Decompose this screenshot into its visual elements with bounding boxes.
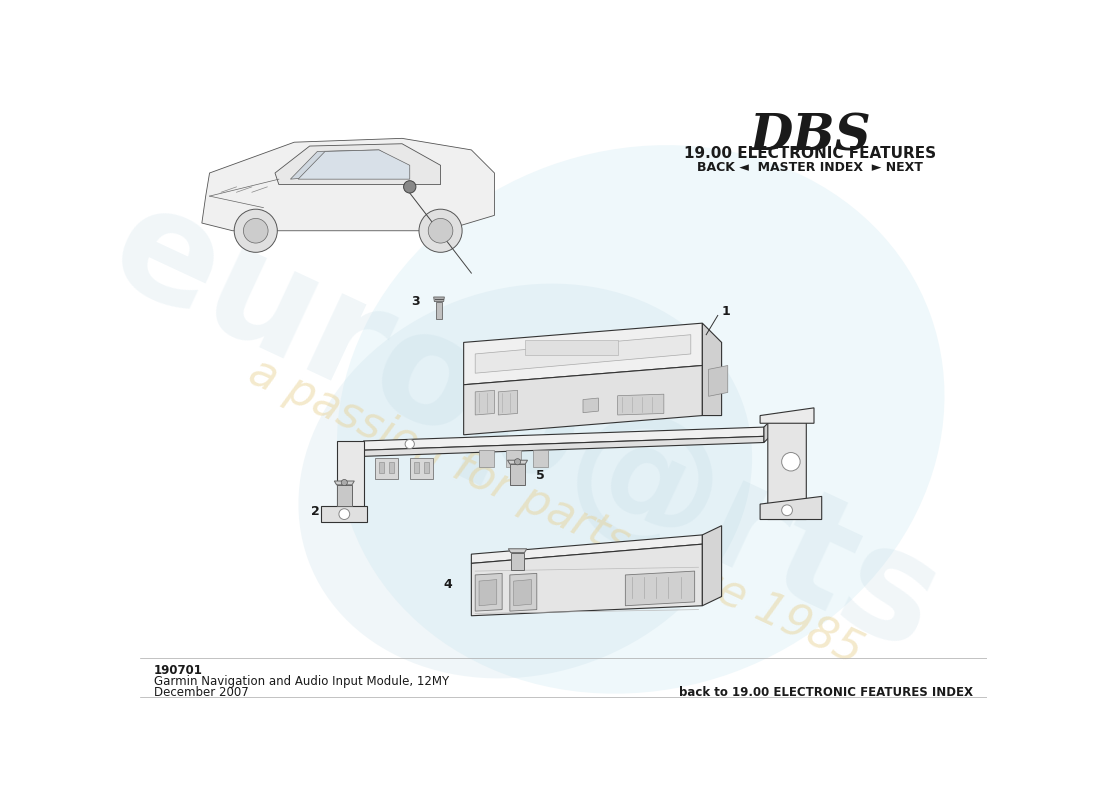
Polygon shape — [618, 394, 664, 415]
Polygon shape — [337, 441, 363, 518]
Text: BACK ◄  MASTER INDEX  ► NEXT: BACK ◄ MASTER INDEX ► NEXT — [697, 162, 923, 174]
Text: December 2007: December 2007 — [154, 686, 249, 699]
Circle shape — [243, 218, 268, 243]
Polygon shape — [472, 544, 703, 616]
Circle shape — [782, 453, 800, 471]
Text: europ@rts: europ@rts — [88, 170, 962, 683]
Text: 1: 1 — [722, 305, 729, 318]
Circle shape — [515, 458, 520, 465]
Polygon shape — [363, 436, 763, 456]
Polygon shape — [708, 366, 728, 396]
Text: DBS: DBS — [749, 113, 871, 162]
Polygon shape — [378, 462, 384, 474]
Polygon shape — [321, 506, 367, 522]
Polygon shape — [703, 323, 722, 415]
Bar — [526, 340, 618, 355]
Polygon shape — [436, 302, 442, 319]
Text: 5: 5 — [537, 469, 544, 482]
Circle shape — [405, 439, 415, 449]
Polygon shape — [768, 412, 806, 519]
Polygon shape — [763, 414, 778, 442]
Polygon shape — [375, 458, 398, 479]
Polygon shape — [334, 481, 354, 485]
Polygon shape — [424, 462, 429, 474]
Polygon shape — [389, 462, 395, 474]
Polygon shape — [480, 450, 495, 467]
Polygon shape — [583, 398, 598, 413]
Polygon shape — [507, 460, 528, 464]
Circle shape — [234, 209, 277, 252]
Text: a passion for parts since 1985: a passion for parts since 1985 — [242, 350, 870, 674]
Polygon shape — [508, 549, 527, 553]
Circle shape — [341, 479, 348, 486]
Polygon shape — [480, 579, 497, 606]
Circle shape — [404, 181, 416, 193]
Polygon shape — [475, 390, 495, 415]
Polygon shape — [510, 464, 526, 485]
Text: 190701: 190701 — [154, 664, 204, 678]
Polygon shape — [534, 450, 548, 467]
Text: GARMIN: GARMIN — [563, 346, 615, 357]
Polygon shape — [506, 450, 521, 467]
Polygon shape — [510, 574, 537, 611]
Circle shape — [428, 218, 453, 243]
Text: 19.00 ELECTRONIC FEATURES: 19.00 ELECTRONIC FEATURES — [684, 146, 936, 161]
Text: 2: 2 — [310, 506, 319, 518]
Text: Garmin Navigation and Audio Input Module, 12MY: Garmin Navigation and Audio Input Module… — [154, 675, 449, 688]
Polygon shape — [760, 496, 822, 519]
Polygon shape — [464, 366, 703, 435]
Polygon shape — [275, 144, 440, 185]
Circle shape — [782, 505, 792, 516]
Polygon shape — [202, 138, 495, 230]
Polygon shape — [464, 323, 703, 385]
Polygon shape — [703, 526, 722, 606]
Polygon shape — [472, 535, 703, 563]
Polygon shape — [414, 462, 419, 474]
Polygon shape — [298, 150, 409, 179]
Polygon shape — [760, 408, 814, 423]
Ellipse shape — [337, 145, 945, 694]
Text: 3: 3 — [411, 295, 420, 308]
Polygon shape — [475, 574, 502, 611]
Polygon shape — [337, 485, 352, 506]
Polygon shape — [290, 150, 409, 179]
Ellipse shape — [298, 284, 752, 678]
Polygon shape — [625, 571, 695, 606]
Polygon shape — [409, 458, 433, 479]
Polygon shape — [514, 579, 531, 606]
Circle shape — [419, 209, 462, 252]
Polygon shape — [498, 390, 517, 415]
Polygon shape — [363, 427, 763, 450]
Polygon shape — [475, 334, 691, 373]
Text: back to 19.00 ELECTRONIC FEATURES INDEX: back to 19.00 ELECTRONIC FEATURES INDEX — [680, 686, 974, 699]
Polygon shape — [510, 553, 525, 570]
Circle shape — [339, 509, 350, 519]
Text: 4: 4 — [444, 578, 452, 591]
Polygon shape — [433, 297, 444, 302]
